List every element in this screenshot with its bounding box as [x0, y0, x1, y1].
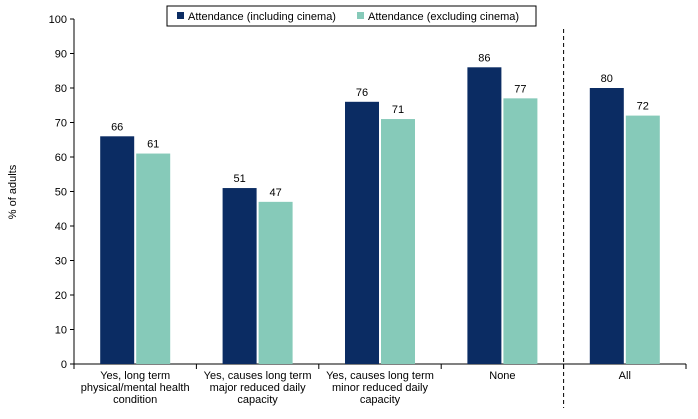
y-tick-label: 40	[55, 221, 67, 233]
x-category-label-line: major reduced daily	[210, 382, 306, 394]
bars	[100, 67, 660, 365]
legend-box	[166, 5, 537, 27]
y-tick-label: 60	[55, 152, 67, 164]
y-axis: 0 10 20 30 40 50 60 70 80 90 100	[49, 14, 75, 371]
x-category-label: All	[619, 370, 631, 382]
legend-label: Attendance (including cinema)	[188, 11, 336, 23]
y-tick-label: 90	[55, 49, 67, 61]
x-category-label: Yes, long term physical/mental health cond…	[81, 370, 190, 406]
bar-value-label: 86	[478, 52, 490, 64]
bar	[589, 88, 624, 364]
y-tick-label: 30	[55, 256, 67, 268]
x-category-label-line: physical/mental health	[81, 382, 190, 394]
y-axis-label: % of adults	[7, 164, 19, 219]
x-category-label: None	[489, 370, 515, 382]
bar-value-label: 71	[392, 104, 404, 116]
bar-value-label: 72	[637, 101, 649, 113]
bar-value-label: 47	[269, 187, 281, 199]
y-tick-label: 80	[55, 83, 67, 95]
bar	[381, 119, 415, 364]
x-category-label-line: minor reduced daily	[332, 382, 428, 394]
legend-label: Attendance (excluding cinema)	[368, 11, 519, 23]
data-labels: 66 61 51 47 76 71 86 77 80 72	[111, 52, 649, 199]
bar-value-label: 80	[601, 73, 613, 85]
x-category-label-line: Yes, long term	[100, 370, 170, 382]
bar	[258, 201, 293, 364]
legend: Attendance (including cinema) Attendance …	[166, 5, 537, 27]
bar-value-label: 61	[147, 139, 159, 151]
y-tick-label: 10	[55, 325, 67, 337]
bar	[136, 153, 171, 364]
y-tick-label: 0	[61, 359, 67, 371]
legend-swatch	[177, 12, 184, 19]
bar-value-label: 66	[111, 121, 123, 133]
bar	[625, 115, 660, 364]
bar-value-label: 51	[233, 173, 245, 185]
y-tick-label: 50	[55, 187, 67, 199]
bar-value-label: 76	[356, 87, 368, 99]
bar	[222, 188, 257, 364]
legend-swatch	[357, 12, 364, 19]
bar	[100, 136, 135, 364]
y-tick-label: 100	[49, 14, 67, 26]
x-category-label-line: Yes, causes long term	[326, 370, 434, 382]
x-axis: Yes, long term physical/mental health cond…	[73, 29, 687, 408]
x-category-label-line: capacity	[237, 394, 278, 406]
x-category-label: Yes, causes long term minor reduced daily…	[326, 370, 434, 406]
x-category-label: Yes, causes long term major reduced daily…	[204, 370, 312, 406]
bar-value-label: 77	[514, 83, 526, 95]
x-category-label-line: capacity	[360, 394, 401, 406]
x-category-label-line: All	[619, 370, 631, 382]
y-tick-label: 70	[55, 118, 67, 130]
bar	[467, 67, 502, 365]
bar	[345, 101, 379, 365]
x-category-label-line: None	[489, 370, 515, 382]
y-tick-label: 20	[55, 290, 67, 302]
bar	[503, 98, 538, 364]
x-category-label-line: Yes, causes long term	[204, 370, 312, 382]
x-category-label-line: condition	[113, 394, 157, 406]
